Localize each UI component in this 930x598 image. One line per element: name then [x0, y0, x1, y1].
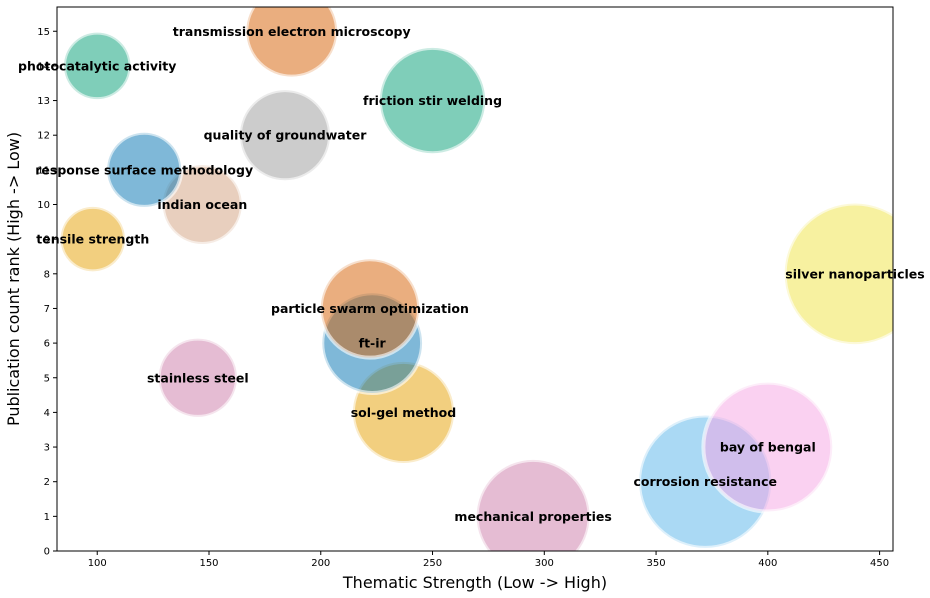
bubble [105, 130, 184, 209]
bubble-label: indian ocean [157, 197, 247, 212]
bubble [160, 163, 244, 247]
bubble-label: transmission electron microscopy [173, 24, 411, 39]
bubble-layer [58, 7, 893, 551]
y-axis-label: Publication count rank (High -> Low) [4, 132, 23, 426]
x-tick-label: 100 [88, 558, 107, 569]
bubble-label: mechanical properties [454, 509, 611, 524]
x-tick-label: 400 [758, 558, 777, 569]
x-tick-label: 200 [311, 558, 330, 569]
bubble-label: response surface methodology [35, 162, 253, 177]
plot-frame [56, 6, 894, 552]
bubble [237, 88, 333, 183]
bubble-label: bay of bengal [720, 440, 816, 455]
bubble-label: friction stir welding [363, 93, 502, 108]
bubble-label: corrosion resistance [633, 474, 776, 489]
x-tick-label: 150 [199, 558, 218, 569]
bubble-label-layer: mechanical properties corrosion resistanc… [18, 24, 925, 524]
y-tick-label: 3 [44, 443, 50, 454]
y-tick-label: 4 [44, 408, 50, 419]
x-tick-label: 300 [535, 558, 554, 569]
bubble [474, 457, 592, 551]
y-tick-label: 15 [37, 27, 50, 38]
bubble-label: stainless steel [147, 370, 249, 385]
bubble-label: sol-gel method [351, 405, 456, 420]
bubble [782, 201, 893, 347]
x-axis-label: Thematic Strength (Low -> High) [342, 573, 607, 592]
bubble [58, 204, 127, 274]
y-tick-label: 10 [37, 200, 50, 211]
x-tick-label: 350 [647, 558, 666, 569]
bubble-label: tensile strength [36, 232, 149, 247]
y-tick-label: 0 [44, 547, 50, 558]
y-tick-label: 5 [44, 373, 50, 384]
y-tick-label: 14 [37, 61, 50, 72]
bubble-label: photocatalytic activity [18, 58, 176, 73]
y-tick-label: 7 [44, 304, 50, 315]
bubble [156, 336, 239, 419]
bubble [377, 45, 488, 156]
y-tick-label: 9 [44, 235, 50, 246]
bubble [61, 30, 133, 102]
x-tick-label: 250 [423, 558, 442, 569]
y-tick-label: 8 [44, 269, 50, 280]
x-axis-ticks: 100 150 200 250 300 350 400 450 [88, 551, 889, 569]
y-tick-label: 11 [37, 165, 50, 176]
bubble [244, 7, 340, 79]
bubble-label: particle swarm optimization [271, 301, 469, 316]
bubble-label: quality of groundwater [204, 128, 368, 143]
bubble-label: ft-ir [359, 336, 387, 351]
y-tick-label: 13 [37, 96, 50, 107]
bubble-label: silver nanoparticles [785, 266, 924, 281]
y-tick-label: 1 [44, 512, 50, 523]
y-tick-label: 2 [44, 477, 50, 488]
y-tick-label: 12 [37, 131, 50, 142]
y-tick-label: 6 [44, 339, 50, 350]
bubble [318, 257, 422, 360]
x-tick-label: 450 [870, 558, 889, 569]
bubble [701, 380, 835, 514]
